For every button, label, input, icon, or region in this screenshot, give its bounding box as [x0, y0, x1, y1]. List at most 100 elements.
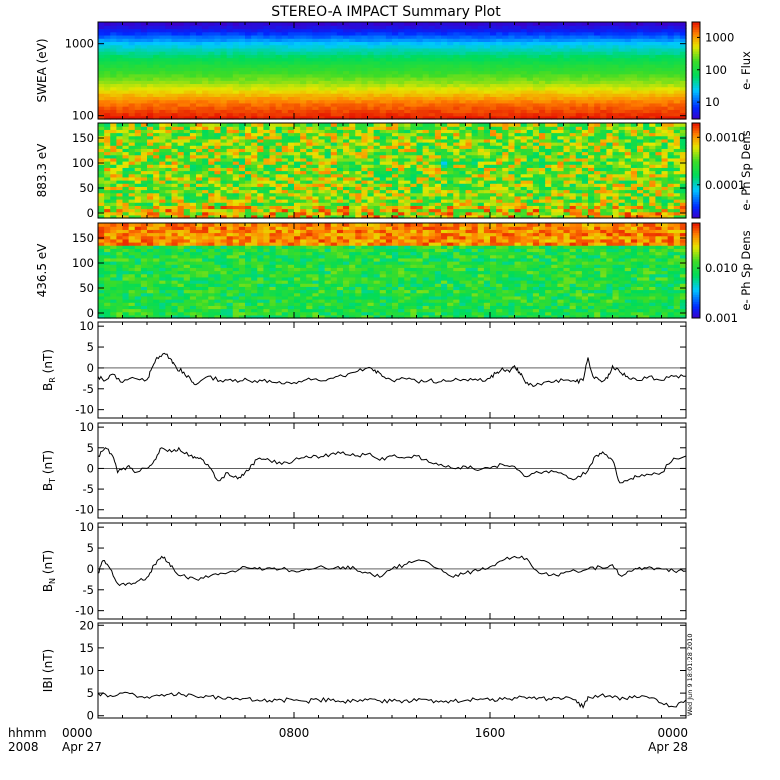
heatmap-cell	[502, 22, 509, 26]
heatmap-cell	[416, 180, 424, 184]
colorbar-segment	[692, 87, 700, 91]
heatmap-cell	[208, 173, 215, 178]
heatmap-cell	[465, 170, 473, 175]
heatmap-cell	[643, 67, 650, 72]
heatmap-cell	[367, 83, 375, 88]
heatmap-cell	[477, 176, 485, 181]
heatmap-cell	[661, 31, 669, 36]
heatmap-cell	[189, 157, 197, 162]
heatmap-cell	[422, 106, 430, 110]
heatmap-cell	[526, 151, 534, 156]
heatmap-cell	[526, 76, 534, 81]
heatmap-cell	[318, 28, 326, 33]
heatmap-cell	[477, 195, 485, 200]
heatmap-cell	[385, 199, 393, 203]
heatmap-cell	[281, 186, 289, 191]
heatmap-cell	[128, 170, 136, 175]
heatmap-cell	[361, 51, 369, 55]
heatmap-cell	[122, 22, 130, 26]
heatmap-cell	[563, 38, 571, 42]
colorbar-segment	[692, 92, 700, 96]
heatmap-cell	[594, 28, 601, 33]
heatmap-cell	[551, 211, 558, 216]
heatmap-cell	[122, 154, 130, 159]
heatmap-cell	[355, 115, 362, 120]
heatmap-cell	[349, 70, 356, 75]
heatmap-cell	[294, 202, 301, 206]
heatmap-cell	[379, 51, 387, 55]
heatmap-cell	[588, 154, 595, 159]
heatmap-cell	[637, 96, 644, 101]
heatmap-cell	[110, 38, 117, 42]
heatmap-cell	[581, 173, 589, 178]
heatmap-cell	[398, 170, 405, 175]
heatmap-cell	[447, 157, 454, 162]
heatmap-cell	[618, 183, 626, 187]
heatmap-cell	[404, 93, 411, 97]
heatmap-cell	[428, 199, 436, 203]
heatmap-cell	[251, 161, 258, 165]
heatmap-cell	[441, 83, 448, 88]
heatmap-cell	[404, 186, 411, 191]
heatmap-cell	[343, 189, 350, 194]
heatmap-cell	[465, 93, 473, 97]
heatmap-cell	[526, 73, 534, 78]
heatmap-cell	[367, 99, 375, 104]
heatmap-cell	[667, 170, 675, 175]
heatmap-cell	[153, 44, 160, 49]
heatmap-cell	[128, 54, 136, 59]
heatmap-cell	[508, 211, 516, 216]
heatmap-cell	[349, 214, 356, 219]
heatmap-cell	[355, 167, 362, 172]
heatmap-cell	[98, 109, 105, 114]
heatmap-cell	[575, 22, 583, 26]
heatmap-cell	[581, 199, 589, 203]
heatmap-cell	[532, 70, 540, 75]
heatmap-cell	[189, 176, 197, 181]
heatmap-cell	[643, 60, 650, 65]
heatmap-cell	[398, 157, 405, 162]
heatmap-cell	[551, 41, 558, 46]
heatmap-cell	[532, 151, 540, 156]
heatmap-cell	[385, 67, 393, 72]
heatmap-cell	[220, 106, 228, 110]
heatmap-cell	[245, 167, 252, 172]
heatmap-cell	[349, 173, 356, 178]
heatmap-cell	[441, 57, 448, 62]
heatmap-cell	[189, 167, 197, 172]
heatmap-cell	[128, 157, 136, 162]
heatmap-cell	[263, 60, 271, 65]
heatmap-cell	[441, 86, 448, 91]
heatmap-cell	[594, 208, 601, 213]
heatmap-cell	[404, 157, 411, 162]
heatmap-cell	[490, 176, 497, 181]
heatmap-cell	[392, 44, 399, 49]
heatmap-cell	[392, 93, 399, 97]
heatmap-cell	[122, 102, 130, 107]
heatmap-cell	[343, 112, 350, 117]
heatmap-cell	[422, 208, 430, 213]
heatmap-cell	[508, 70, 516, 75]
heatmap-cell	[226, 73, 234, 78]
heatmap-cell	[410, 192, 418, 197]
heatmap-cell	[679, 180, 687, 184]
heatmap-cell	[410, 106, 418, 110]
heatmap-cell	[226, 115, 234, 120]
heatmap-cell	[459, 214, 467, 219]
heatmap-cell	[251, 99, 258, 104]
heatmap-cell	[673, 180, 681, 184]
heatmap-cell	[183, 199, 191, 203]
heatmap-cell	[471, 154, 479, 159]
heatmap-cell	[624, 211, 632, 216]
heatmap-cell	[104, 38, 111, 42]
heatmap-cell	[104, 47, 111, 52]
heatmap-cell	[312, 22, 320, 26]
heatmap-cell	[318, 202, 326, 206]
heatmap-cell	[447, 102, 454, 107]
heatmap-cell	[563, 205, 571, 210]
heatmap-cell	[294, 186, 301, 191]
heatmap-cell	[336, 41, 344, 46]
heatmap-cell	[594, 80, 601, 85]
heatmap-cell	[379, 176, 387, 181]
heatmap-cell	[428, 83, 436, 88]
